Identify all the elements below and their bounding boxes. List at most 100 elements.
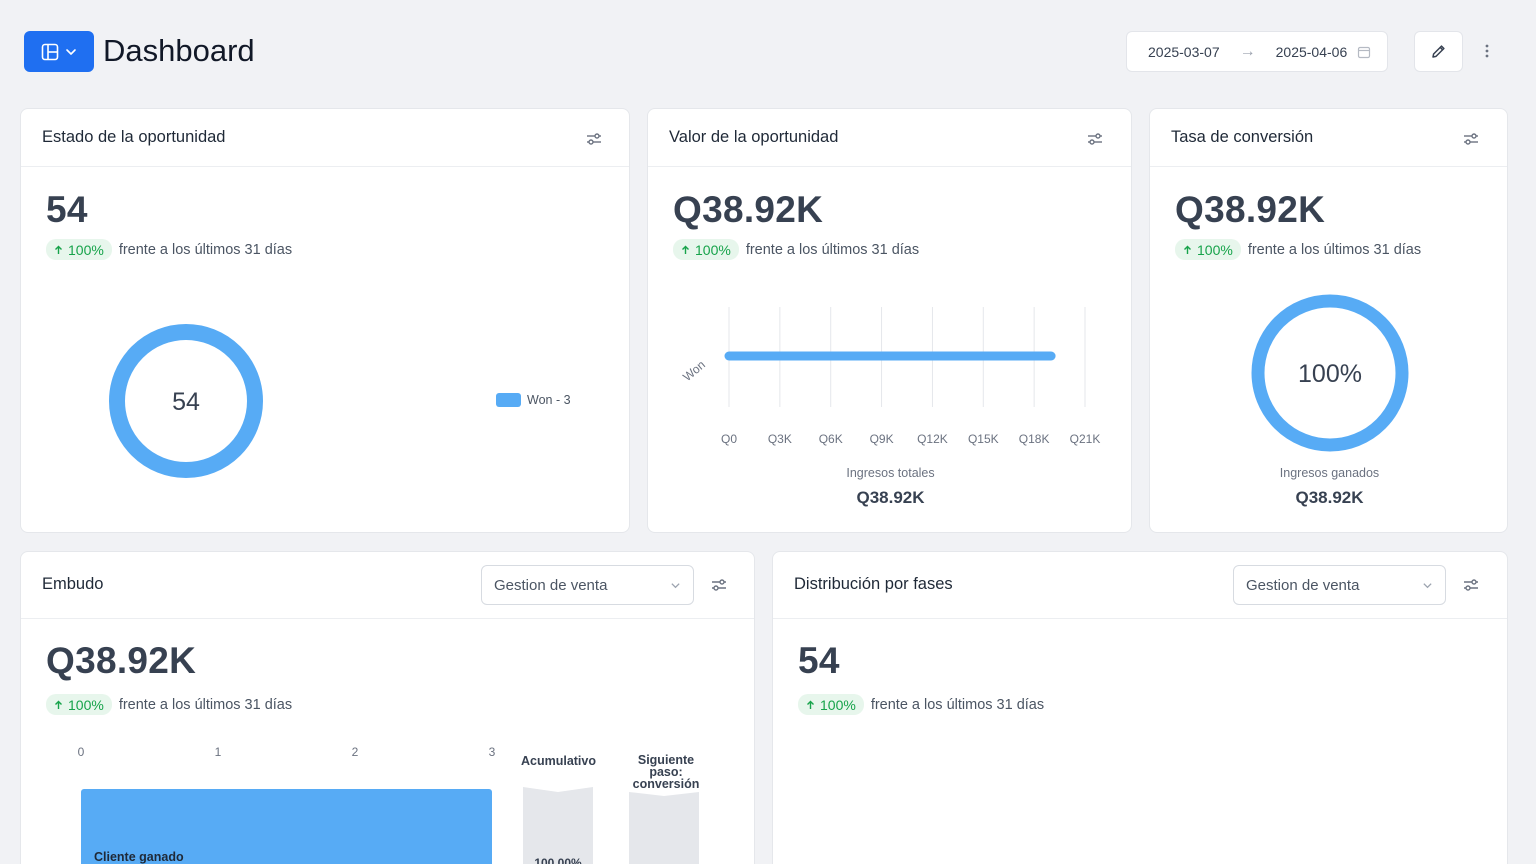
pipeline-select-value: Gestion de venta [1246, 576, 1360, 594]
metric-value: Q38.92K [1175, 189, 1326, 230]
donut-segment[interactable] [1251, 294, 1409, 452]
chevron-down-icon [1423, 582, 1432, 588]
delta-text: frente a los últimos 31 días [118, 696, 293, 713]
delta-badge: 100% [46, 239, 112, 260]
donut-chart: 54 [109, 324, 263, 478]
y-category-label: Won [680, 358, 708, 384]
x-tick-label: 0 [78, 745, 85, 759]
x-tick-label: Q18K [1019, 432, 1050, 446]
card-distribucion-fases: Distribución por fases Gestion de venta … [772, 551, 1508, 864]
col-next-line-2: paso: [649, 765, 683, 779]
funnel-chart: 0 1 2 3 Cliente ganado [78, 745, 496, 864]
card-title: Tasa de conversión [1171, 128, 1314, 146]
x-tick-label: Q12K [917, 432, 948, 446]
arrow-up-icon [55, 700, 62, 709]
metric-delta: 100% frente a los últimos 31 días [673, 239, 919, 260]
delta-value: 100% [68, 241, 104, 258]
x-tick-label: Q3K [768, 432, 792, 446]
layout-icon [41, 43, 59, 60]
arrow-up-icon [1184, 245, 1191, 254]
sliders-icon[interactable] [1462, 576, 1480, 594]
x-tick-label: 2 [352, 745, 359, 759]
card-title: Estado de la oportunidad [42, 128, 226, 146]
x-tick-label: Q21K [1070, 432, 1101, 446]
x-tick-label: 3 [489, 745, 496, 759]
col-next-header: Siguiente paso: conversión [625, 753, 707, 791]
col-next-line-1: Siguiente [637, 753, 695, 767]
card-embudo: Embudo Gestion de venta Q38.92K 100% fre… [20, 551, 755, 864]
metric-value: 54 [46, 189, 88, 230]
donut-center-label: 54 [172, 388, 200, 416]
card-header: Estado de la oportunidad [21, 109, 629, 167]
delta-text: frente a los últimos 31 días [1247, 241, 1422, 258]
x-tick-label: 1 [215, 745, 222, 759]
delta-badge: 100% [1175, 239, 1241, 260]
x-tick-label: Q6K [819, 432, 843, 446]
metric-delta: 100% frente a los últimos 31 días [46, 239, 292, 260]
card-tasa-conversion: Tasa de conversión Q38.92K 100% frente a… [1149, 108, 1508, 533]
card-estado-oportunidad: Estado de la oportunidad 54 100% frente … [20, 108, 630, 533]
pipeline-select[interactable]: Gestion de venta [1233, 565, 1446, 605]
arrow-up-icon [55, 245, 62, 254]
card-title: Embudo [42, 575, 104, 593]
pipeline-select[interactable]: Gestion de venta [481, 565, 694, 605]
col-cumulative-header: Acumulativo [520, 754, 596, 768]
delta-text: frente a los últimos 31 días [118, 241, 293, 258]
calendar-icon [1358, 46, 1371, 58]
cumulative-value: 100.00% [534, 856, 582, 864]
metric-value: 54 [798, 640, 840, 681]
bar-chart: Q0 Q3K Q6K Q9K Q12K Q15K Q18K Q21K Won [680, 307, 1101, 446]
card-header: Distribución por fases Gestion de venta [773, 552, 1507, 619]
donut-center-label: 100% [1298, 360, 1362, 388]
legend-swatch [496, 393, 521, 407]
footer-value: Q38.92K [856, 488, 925, 507]
sliders-icon[interactable] [1086, 130, 1104, 148]
edit-dashboard-button[interactable] [1414, 31, 1463, 72]
funnel-bar-label: Cliente ganado [94, 850, 184, 864]
date-to[interactable]: 2025-04-06 [1275, 43, 1348, 60]
metric-delta: 100% frente a los últimos 31 días [46, 694, 292, 715]
sliders-icon[interactable] [1462, 130, 1480, 148]
card-header: Valor de la oportunidad [648, 109, 1131, 167]
chevron-down-icon [671, 582, 680, 588]
col-next-line-3: conversión [632, 777, 700, 791]
delta-text: frente a los últimos 31 días [745, 241, 920, 258]
legend-label[interactable]: Won - 3 [527, 393, 571, 407]
delta-badge: 100% [798, 694, 864, 715]
more-vertical-icon [1485, 44, 1489, 58]
sliders-icon[interactable] [710, 576, 728, 594]
delta-badge: 100% [673, 239, 739, 260]
arrow-up-icon [682, 245, 689, 254]
donut-chart: 100% [1251, 294, 1409, 452]
pipeline-select-value: Gestion de venta [494, 576, 608, 594]
funnel-bar[interactable] [81, 789, 492, 864]
date-from[interactable]: 2025-03-07 [1148, 43, 1220, 60]
x-tick-label: Q15K [968, 432, 999, 446]
delta-text: frente a los últimos 31 días [870, 696, 1045, 713]
page-title: Dashboard [103, 33, 255, 68]
date-range-picker[interactable]: 2025-03-07 → 2025-04-06 [1126, 31, 1388, 72]
next-step-column [629, 792, 699, 864]
arrow-up-icon [807, 700, 814, 709]
metric-value: Q38.92K [46, 640, 197, 681]
card-title: Valor de la oportunidad [669, 128, 839, 146]
arrow-right-icon: → [1239, 42, 1256, 60]
footer-label: Ingresos totales [846, 466, 935, 480]
layout-switch-button[interactable] [24, 31, 94, 72]
metric-value: Q38.92K [673, 189, 824, 230]
metric-delta: 100% frente a los últimos 31 días [1175, 239, 1421, 260]
header: Dashboard 2025-03-07 → 2025-04-06 [0, 0, 1536, 100]
donut-segment-won[interactable] [109, 324, 263, 478]
pencil-icon [1432, 45, 1445, 58]
cumulative-column: 100.00% [523, 787, 593, 864]
more-options-button[interactable] [1477, 38, 1497, 64]
card-title: Distribución por fases [794, 575, 953, 593]
metric-delta: 100% frente a los últimos 31 días [798, 694, 1044, 715]
card-header: Tasa de conversión [1150, 109, 1507, 167]
footer-value: Q38.92K [1295, 488, 1364, 507]
sliders-icon[interactable] [585, 130, 603, 148]
card-valor-oportunidad: Valor de la oportunidad Q38.92K 100% fre… [647, 108, 1132, 533]
x-tick-label: Q9K [870, 432, 894, 446]
x-tick-label: Q0 [721, 432, 737, 446]
footer-label: Ingresos ganados [1279, 466, 1380, 480]
